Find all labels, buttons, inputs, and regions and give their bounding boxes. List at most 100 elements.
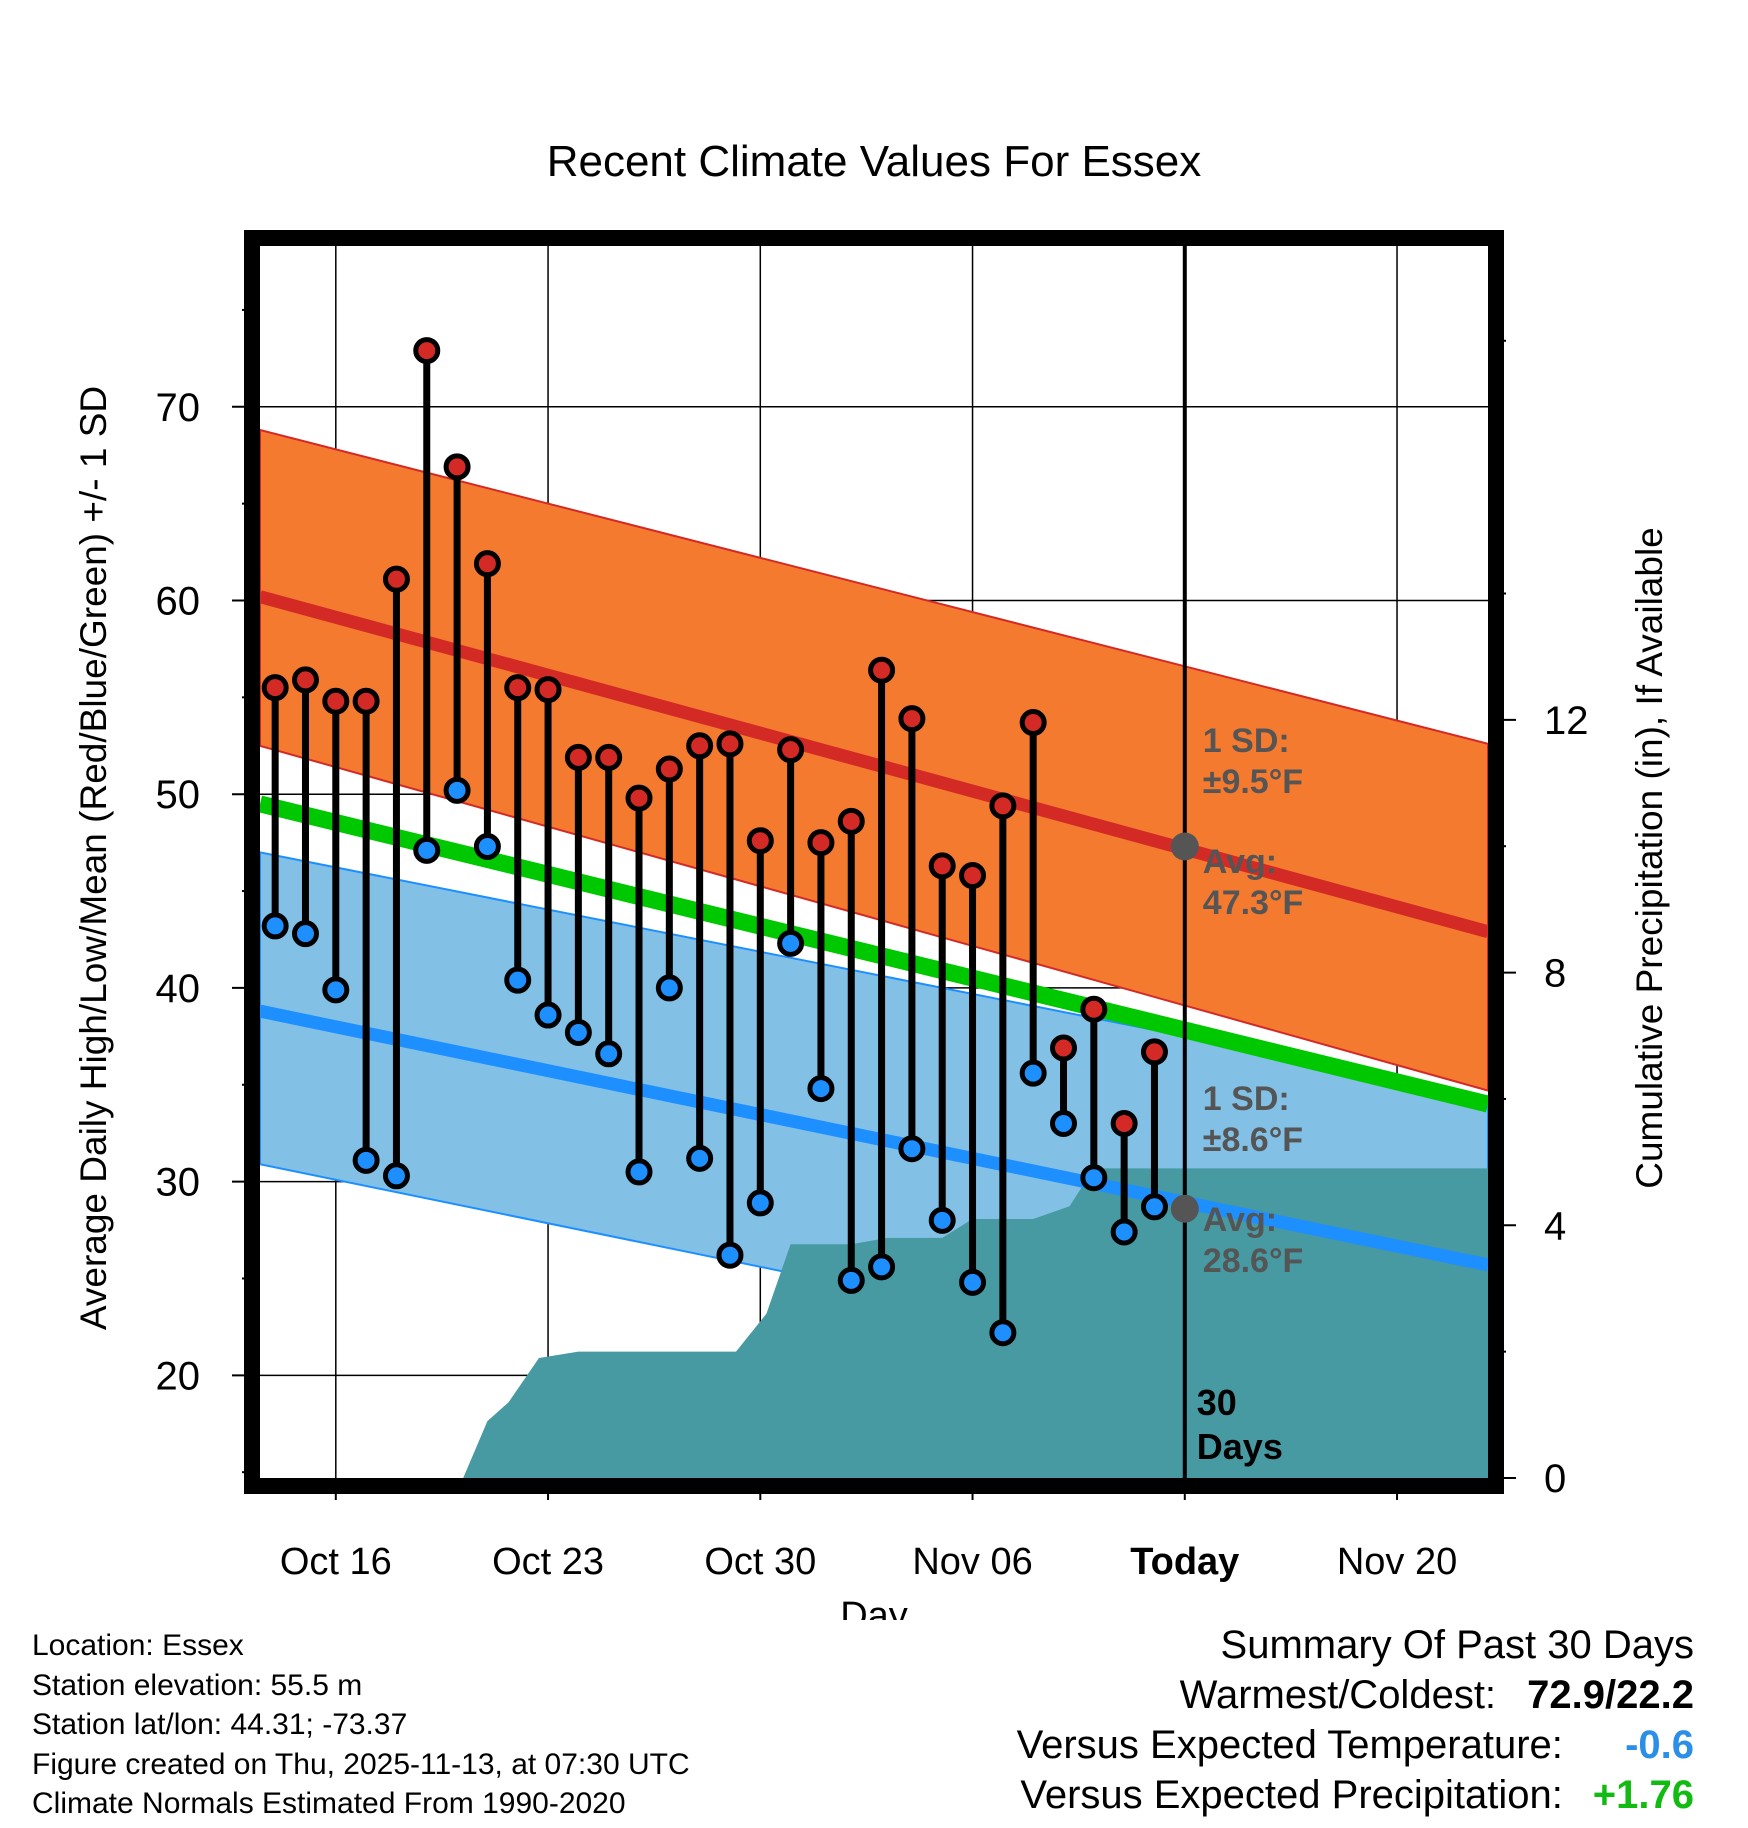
low-temp-point xyxy=(1019,1059,1047,1087)
summary-temp-row: Versus Expected Temperature: -0.6 xyxy=(1017,1720,1694,1770)
y-tick-label-right: 12 xyxy=(1544,699,1589,743)
high-temp-point xyxy=(898,705,926,733)
high-temp-point xyxy=(746,827,774,855)
y-axis-label-right: Cumulative Precipitation (in), If Availa… xyxy=(1629,527,1670,1189)
high-temp-point xyxy=(1110,1110,1138,1138)
low-temp-point xyxy=(898,1135,926,1163)
y-tick-label-left: 30 xyxy=(156,1161,201,1205)
summary-precip-row: Versus Expected Precipitation: +1.76 xyxy=(1017,1770,1694,1820)
low-temp-point xyxy=(625,1158,653,1186)
high-temp-point xyxy=(868,656,896,684)
plot-inner xyxy=(260,246,1488,1478)
precip-value: +1.76 xyxy=(1592,1773,1694,1817)
high-sd-value: ±9.5°F xyxy=(1203,763,1303,801)
high-temp-point xyxy=(261,674,289,702)
warmest-value: 72.9/22.2 xyxy=(1527,1673,1694,1717)
low-temp-point xyxy=(504,966,532,994)
low-temp-point xyxy=(868,1253,896,1281)
low-temp-point xyxy=(837,1266,865,1294)
high-avg-value: 47.3°F xyxy=(1203,884,1304,922)
low-temp-point xyxy=(413,836,441,864)
y-tick-label-left: 20 xyxy=(156,1354,201,1398)
x-tick-label: Nov 20 xyxy=(1337,1541,1457,1583)
low-temp-point xyxy=(686,1144,714,1172)
low-avg-marker xyxy=(1170,1194,1199,1223)
high-temp-point xyxy=(564,743,592,771)
low-temp-point xyxy=(928,1206,956,1234)
low-temp-point xyxy=(322,976,350,1004)
low-temp-point xyxy=(473,833,501,861)
normal-low-line xyxy=(260,1004,1488,1272)
low-sd-value: ±8.6°F xyxy=(1203,1121,1303,1159)
precip-label: Versus Expected Precipitation: xyxy=(1020,1773,1563,1817)
normal-mean-line xyxy=(260,795,1488,1113)
normals-text: Climate Normals Estimated From 1990-2020 xyxy=(32,1787,626,1820)
y-axis-label-left: Average Daily High/Low/Mean (Red/Blue/Gr… xyxy=(73,386,114,1330)
low-temp-point xyxy=(261,912,289,940)
summary-panel: Summary Of Past 30 Days Warmest/Coldest:… xyxy=(1017,1620,1694,1820)
climate-chart: Recent Climate Values For Essex 1 SD:±9.… xyxy=(73,137,1670,1620)
y-tick-label-left: 60 xyxy=(156,579,201,623)
high-temp-point xyxy=(959,862,987,890)
latlon-text: Station lat/lon: 44.31; -73.37 xyxy=(32,1708,408,1741)
low-temp-point xyxy=(564,1018,592,1046)
x-axis-label: Day xyxy=(840,1595,908,1620)
period-label-text: Days xyxy=(1197,1426,1283,1467)
summary-title: Summary Of Past 30 Days xyxy=(1220,1623,1694,1667)
precip-area xyxy=(357,1168,1488,1478)
x-tick-label: Today xyxy=(1130,1541,1239,1583)
y-tick-label-right: 0 xyxy=(1544,1457,1566,1501)
high-temp-point xyxy=(504,674,532,702)
high-sd-label: 1 SD: xyxy=(1203,722,1290,760)
low-temp-point xyxy=(1080,1164,1108,1192)
high-temp-point xyxy=(443,453,471,481)
high-temp-point xyxy=(1140,1038,1168,1066)
low-temp-point xyxy=(1110,1218,1138,1246)
low-temp-point xyxy=(989,1319,1017,1347)
high-avg-label: Avg: xyxy=(1203,843,1277,881)
low-temp-point xyxy=(807,1075,835,1103)
y-tick-label-left: 40 xyxy=(156,967,201,1011)
high-temp-point xyxy=(655,755,683,783)
y-tick-label-right: 8 xyxy=(1544,952,1566,996)
y-tick-label-left: 50 xyxy=(156,773,201,817)
temp-label: Versus Expected Temperature: xyxy=(1016,1723,1563,1767)
x-tick-label: Oct 23 xyxy=(492,1541,604,1583)
low-temp-point xyxy=(655,974,683,1002)
high-temp-point xyxy=(837,807,865,835)
high-temp-point xyxy=(352,687,380,715)
high-temp-point xyxy=(1050,1034,1078,1062)
low-temp-point xyxy=(534,1001,562,1029)
high-temp-point xyxy=(291,666,319,694)
station-info: Location: Essex Station elevation: 55.5 … xyxy=(32,1626,690,1824)
high-temp-point xyxy=(928,852,956,880)
x-tick-label: Nov 06 xyxy=(912,1541,1032,1583)
x-tick-label: Oct 30 xyxy=(704,1541,816,1583)
high-temp-point xyxy=(1080,995,1108,1023)
location-text: Location: Essex xyxy=(32,1629,244,1662)
low-temp-point xyxy=(716,1241,744,1269)
high-avg-marker xyxy=(1170,832,1199,861)
high-temp-point xyxy=(382,565,410,593)
low-temp-point xyxy=(777,929,805,957)
high-temp-point xyxy=(686,732,714,760)
low-sd-label: 1 SD: xyxy=(1203,1080,1290,1118)
low-temp-point xyxy=(746,1189,774,1217)
high-temp-point xyxy=(777,736,805,764)
high-temp-point xyxy=(716,730,744,758)
low-temp-point xyxy=(352,1146,380,1174)
high-temp-point xyxy=(413,337,441,365)
low-temp-point xyxy=(291,920,319,948)
y-tick-label-left: 70 xyxy=(156,386,201,430)
low-temp-point xyxy=(1140,1193,1168,1221)
low-temp-point xyxy=(959,1268,987,1296)
y-tick-label-right: 4 xyxy=(1544,1204,1566,1248)
temp-value: -0.6 xyxy=(1625,1723,1694,1767)
summary-warmest-row: Warmest/Coldest: 72.9/22.2 xyxy=(1017,1670,1694,1720)
warmest-label: Warmest/Coldest: xyxy=(1179,1673,1497,1717)
high-temp-point xyxy=(595,743,623,771)
low-temp-point xyxy=(382,1162,410,1190)
normal-high-line xyxy=(260,590,1488,939)
chart-title: Recent Climate Values For Essex xyxy=(547,137,1202,186)
high-temp-point xyxy=(807,829,835,857)
